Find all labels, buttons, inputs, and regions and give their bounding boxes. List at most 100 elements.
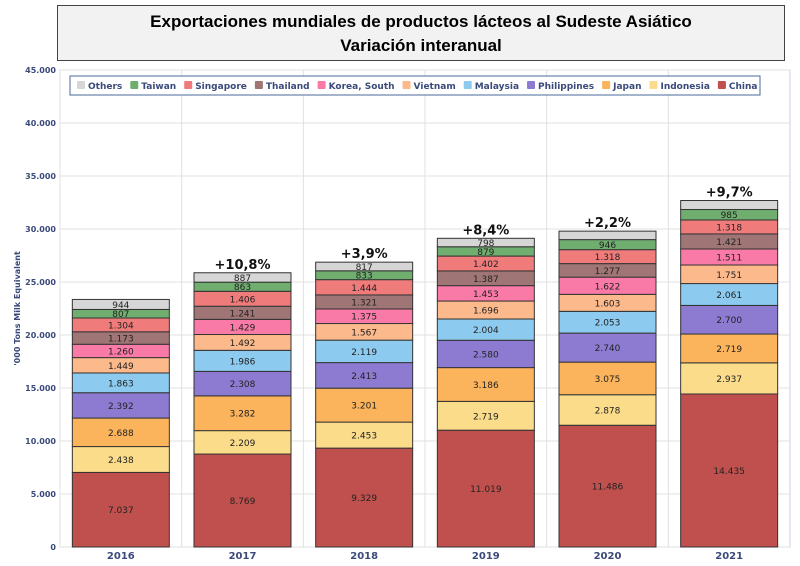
legend-item: Malaysia [475,82,519,92]
data-label: 946 [599,241,616,251]
legend-swatch [184,81,193,89]
data-label: 11.019 [470,485,502,495]
bar-segment-japan-2021 [680,333,779,364]
growth-label: +8,4% [462,223,509,238]
bar-segment-others-2020 [558,230,657,241]
data-label: 2.438 [108,456,134,466]
bar-segment-indonesia-2021 [680,362,779,395]
chart-title: Exportaciones mundiales de productos lác… [150,12,692,31]
bar-segment-china-2017 [193,453,292,548]
data-label: 1.304 [108,321,134,331]
data-label: 1.402 [473,260,499,270]
legend-swatch [463,81,472,89]
bar-segment-japan-2017 [193,395,292,432]
bar-segment-japan-2018 [315,387,414,423]
y-tick-label: 15.000 [25,384,56,393]
growth-label: +9,7% [706,186,753,201]
y-tick-label: 5.000 [31,490,57,499]
x-tick-label: 2018 [350,551,378,562]
data-label: 14.435 [713,467,745,477]
data-label: 887 [234,274,251,284]
bar-segment-indonesia-2016 [71,446,170,473]
data-label: 1.429 [230,323,256,333]
bar-segment-philippines-2018 [315,362,414,389]
growth-label: +2,2% [584,216,631,231]
legend-item: Indonesia [660,82,709,92]
bar-segment-others-2019 [436,237,535,248]
data-label: 817 [356,263,373,273]
bar-segment-china-2019 [436,429,535,548]
data-label: 7.037 [108,506,134,516]
x-tick-label: 2020 [594,551,622,562]
bar-segment-others-2016 [71,298,170,310]
data-label: 2.719 [473,412,499,422]
legend-item: Japan [612,82,641,92]
data-label: 1.321 [351,298,377,308]
data-label: 1.567 [351,328,377,338]
legend-item: Philippines [538,82,594,92]
data-label: 2.413 [351,372,377,382]
legend-item: Others [88,82,122,92]
bar-segment-philippines-2020 [558,332,657,363]
y-axis-label: '000 Tons Milk Equivalent [13,251,22,366]
data-label: 985 [721,211,738,221]
data-label: 1.449 [108,362,134,372]
data-label: 1.492 [230,339,256,349]
y-tick-label: 25.000 [25,278,56,287]
data-label: 1.696 [473,307,499,317]
data-label: 1.751 [716,271,742,281]
y-tick-label: 30.000 [25,225,56,234]
data-label: 9.329 [351,494,377,504]
data-label: 1.511 [716,253,742,263]
data-label: 2.740 [595,344,621,354]
legend-swatch [402,81,411,89]
data-label: 1.173 [108,335,134,345]
data-label: 1.421 [716,238,742,248]
data-label: 3.186 [473,381,499,391]
data-label: 1.453 [473,290,499,300]
bar-segment-china-2020 [558,424,657,548]
x-tick-label: 2021 [715,551,743,562]
data-label: 2.004 [473,326,499,336]
data-label: 944 [112,301,129,311]
data-label: 2.453 [351,432,377,442]
data-label: 1.318 [716,223,742,233]
growth-label: +10,8% [215,258,271,273]
data-label: 2.937 [716,375,742,385]
data-label: 807 [112,310,129,320]
data-label: 2.119 [351,348,377,358]
bar-segment-indonesia-2018 [315,421,414,449]
data-label: 1.622 [595,282,621,292]
legend-swatch [130,81,139,89]
y-tick-label: 10.000 [25,437,56,446]
bar-segment-others-2018 [315,261,414,272]
bar-segment-philippines-2019 [436,339,535,369]
bar-segment-others-2021 [680,200,779,211]
data-label: 2.878 [595,406,621,416]
data-label: 11.486 [592,483,624,493]
bar-segment-others-2017 [193,272,292,283]
data-label: 1.318 [595,253,621,263]
bar-segment-japan-2020 [558,361,657,396]
legend-swatch [317,81,326,89]
data-label: 1.986 [230,357,256,367]
y-tick-label: 20.000 [25,331,56,340]
data-label: 3.075 [595,375,621,385]
legend-swatch [602,81,611,89]
x-tick-label: 2017 [229,551,257,562]
legend-swatch [527,81,536,89]
data-label: 1.444 [351,284,377,294]
data-label: 2.053 [595,319,621,329]
data-label: 1.375 [351,313,377,323]
data-label: 8.769 [230,497,256,507]
data-label: 3.282 [230,410,256,420]
data-label: 1.260 [108,347,134,357]
legend-item: Vietnam [414,82,456,92]
x-tick-label: 2016 [107,551,135,562]
data-label: 3.201 [351,402,377,412]
legend-swatch [717,81,726,89]
y-tick-label: 0 [50,543,56,552]
data-label: 1.387 [473,275,499,285]
legend-box [69,75,761,96]
